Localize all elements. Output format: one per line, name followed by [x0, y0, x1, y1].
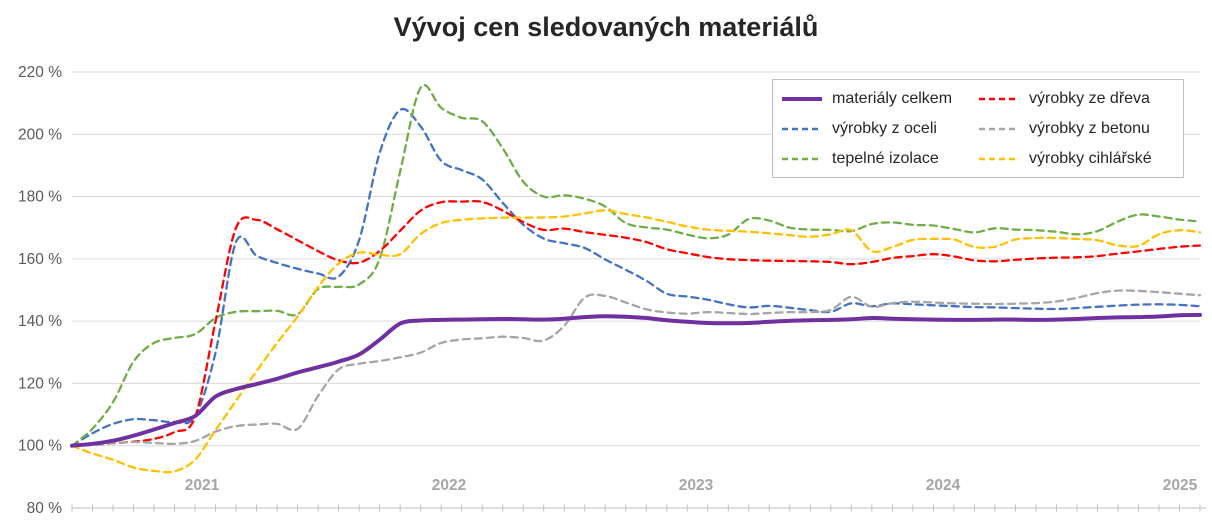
legend-marker-dashed-line [782, 157, 822, 161]
year-label-2021: 2021 [185, 477, 220, 494]
year-label-2024: 2024 [926, 477, 961, 494]
year-label-2023: 2023 [679, 477, 714, 494]
series-line-tepeln-izolace [70, 84, 1202, 447]
year-label-2025: 2025 [1163, 477, 1198, 494]
legend-marker-dashed-line [979, 157, 1019, 161]
x-axis-year-labels: 2021 2022 2023 2024 2025 [185, 477, 1198, 494]
legend-item-v-robky-z-betonu[interactable]: výrobky z betonu [978, 114, 1175, 144]
y-tick-label-140: 140 % [18, 313, 62, 330]
legend-item-v-robky-cihl-sk-[interactable]: výrobky cihlářské [978, 144, 1175, 174]
y-tick-label-80: 80 % [27, 500, 63, 517]
legend-marker-dashed-line [782, 127, 822, 131]
legend-label: výrobky ze dřeva [1029, 90, 1150, 107]
legend-item-v-robky-ze-d-eva[interactable]: výrobky ze dřeva [978, 84, 1175, 114]
chart-title: Vývoj cen sledovaných materiálů [393, 12, 819, 42]
y-tick-label-120: 120 % [18, 375, 62, 392]
data-series [70, 84, 1202, 474]
legend-marker-solid-line [782, 97, 822, 101]
legend-marker-dashed-line [979, 97, 1019, 101]
legend-item-tepeln-izolace[interactable]: tepelné izolace [781, 144, 978, 174]
legend-marker-dashed-line [979, 127, 1019, 131]
y-tick-label-200: 200 % [18, 126, 62, 143]
legend-label: výrobky cihlářské [1029, 150, 1152, 167]
y-tick-label-220: 220 % [18, 64, 62, 81]
y-tick-label-180: 180 % [18, 189, 62, 206]
legend-label: výrobky z oceli [832, 120, 937, 137]
x-axis [71, 504, 1206, 512]
y-axis-labels: 220 % 200 % 180 % 160 % 140 % 120 % 100 % 80 % [18, 64, 62, 517]
series-line-v-robky-ze-d-eva [70, 199, 1202, 447]
y-tick-label-160: 160 % [18, 251, 62, 268]
legend: materiály celkem výrobky ze dřeva výrobky … [772, 79, 1184, 178]
legend-item-materi-ly-celkem[interactable]: materiály celkem [781, 84, 978, 114]
series-line-v-robky-z-betonu [70, 289, 1202, 447]
year-label-2022: 2022 [432, 477, 466, 494]
series-line-v-robky-cihl-sk- [70, 209, 1202, 474]
legend-label: materiály celkem [832, 90, 953, 107]
series-line-v-robky-z-oceli [70, 107, 1202, 447]
legend-item-v-robky-z-oceli[interactable]: výrobky z oceli [781, 114, 978, 144]
series-line-materi-ly-celkem [70, 312, 1202, 448]
legend-label: tepelné izolace [832, 150, 939, 167]
y-tick-label-100: 100 % [18, 438, 62, 455]
legend-label: výrobky z betonu [1029, 120, 1150, 137]
